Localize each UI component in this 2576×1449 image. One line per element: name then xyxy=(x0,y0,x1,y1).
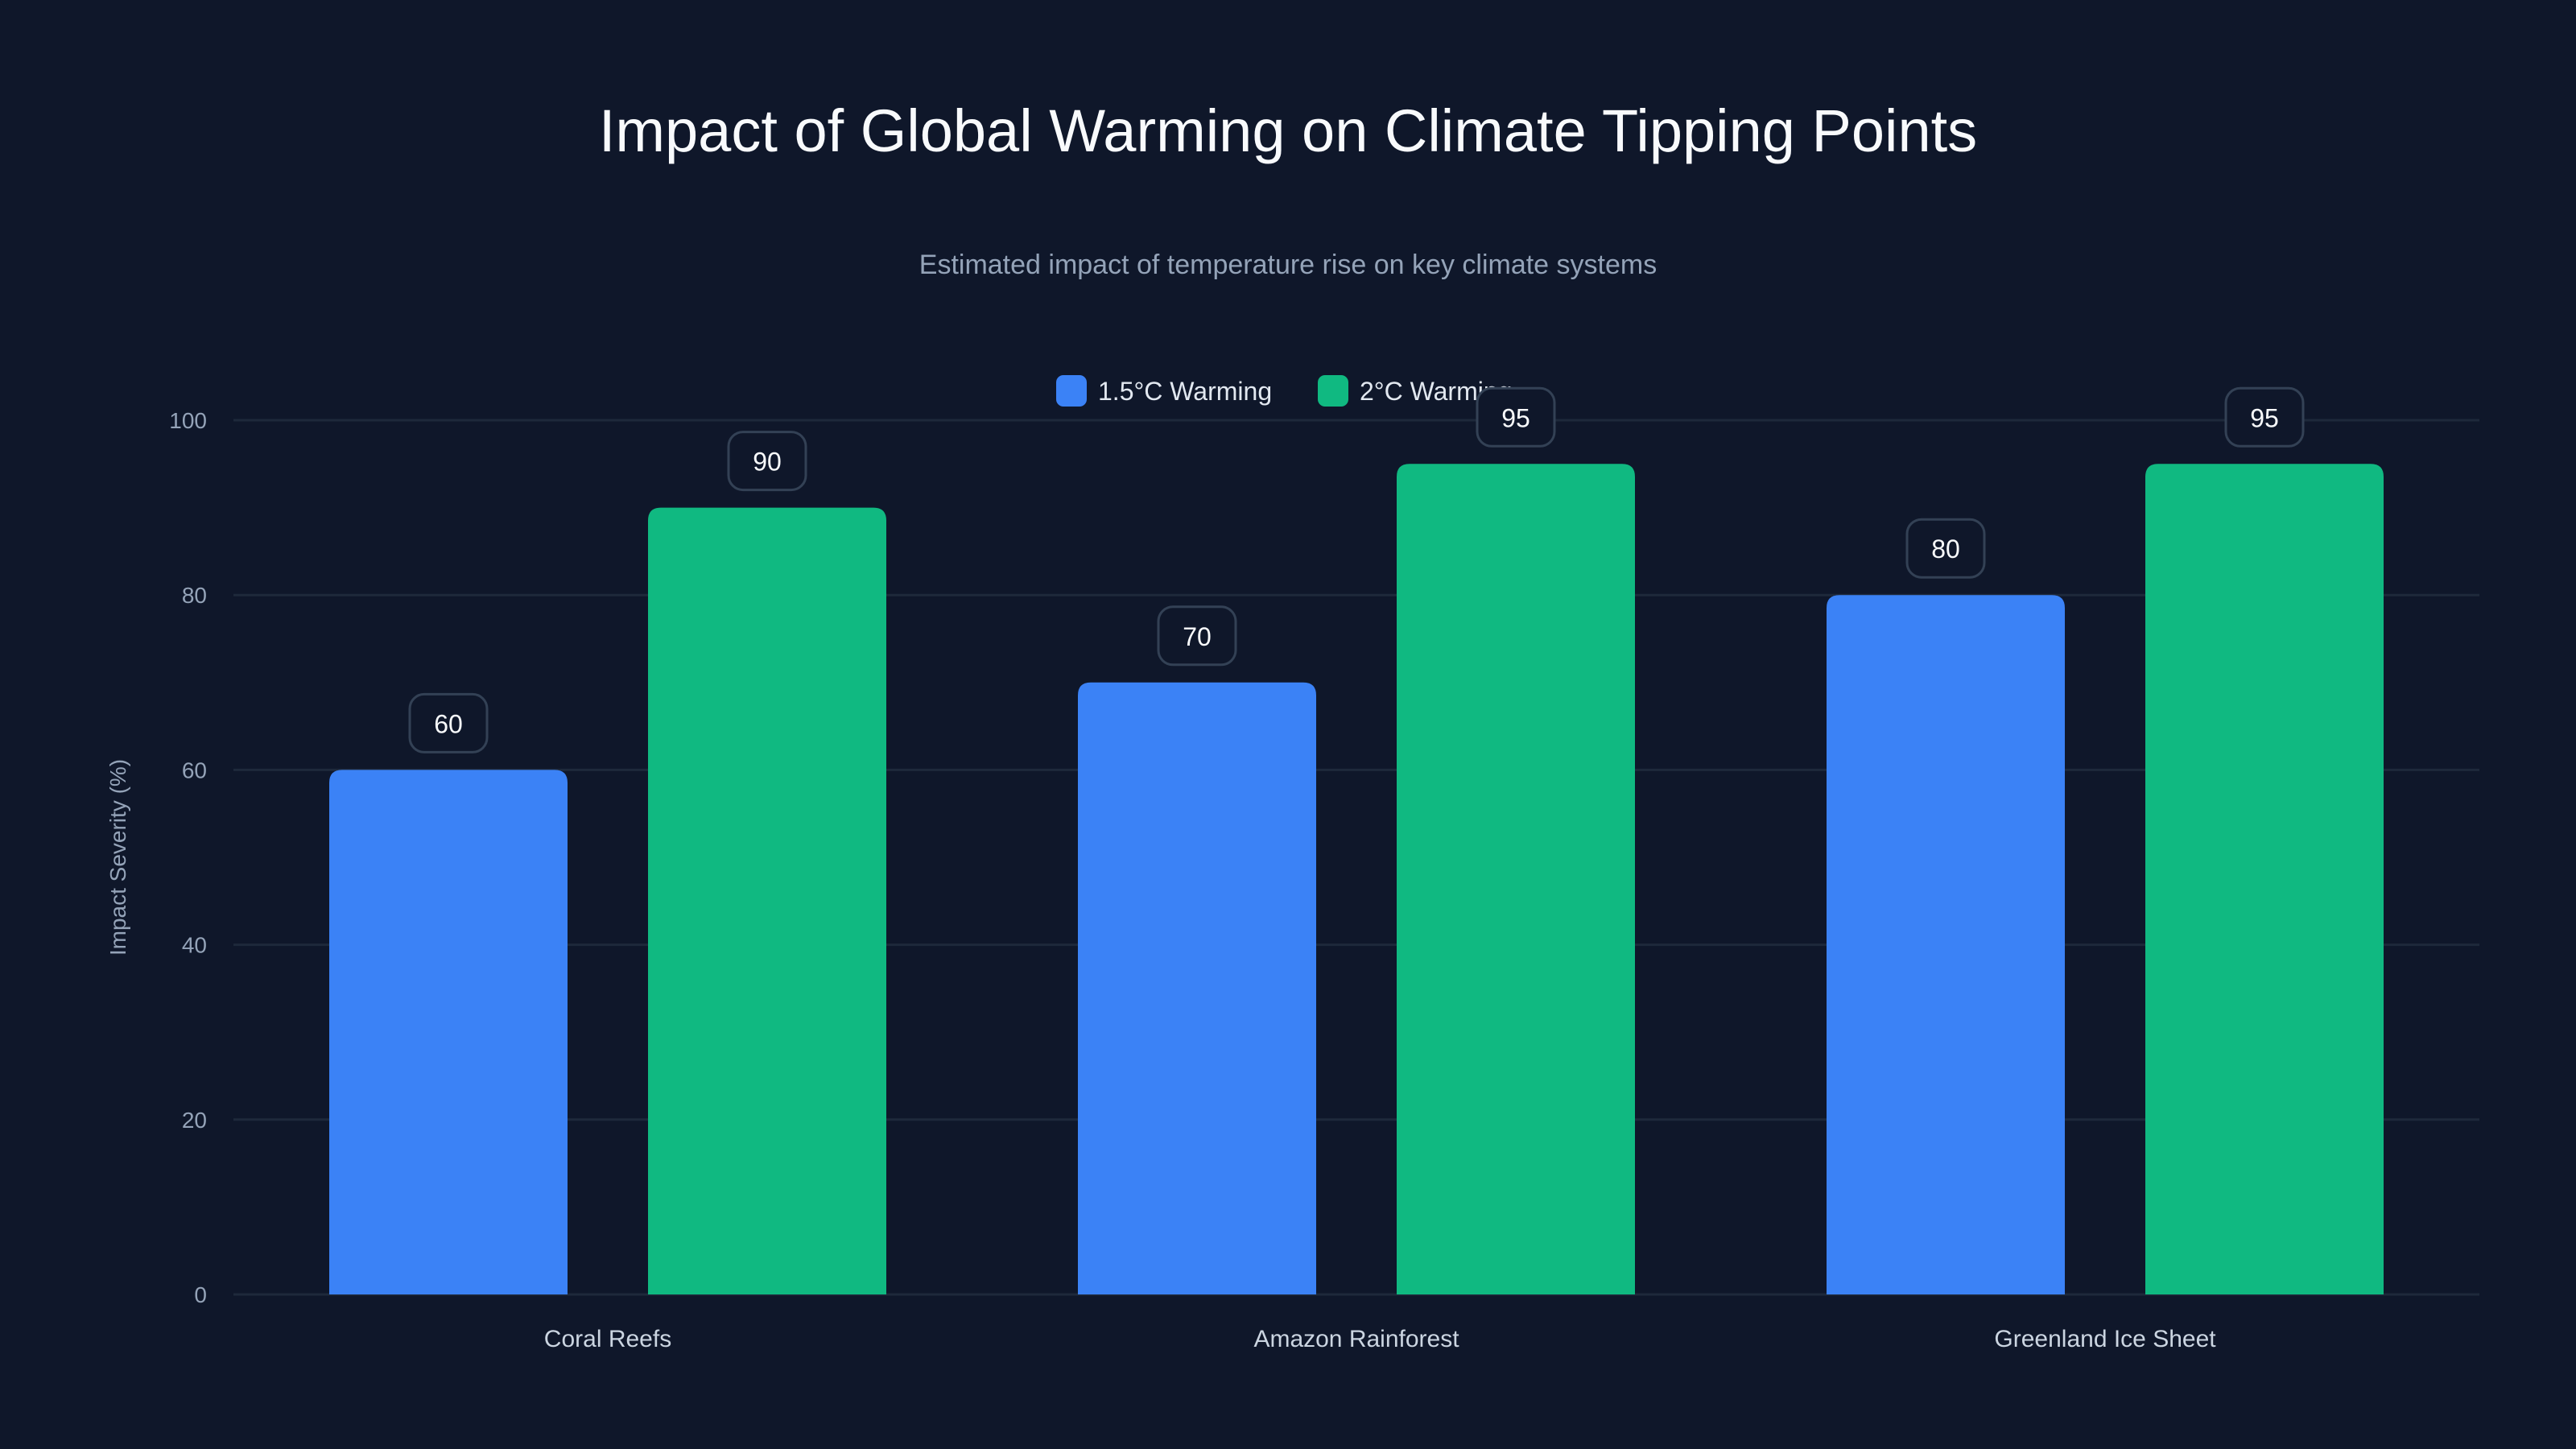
y-tick-label: 0 xyxy=(194,1282,207,1307)
data-label: 70 xyxy=(1183,622,1212,651)
x-axis-labels: Coral Reefs Amazon Rainforest Greenland Ic… xyxy=(544,1326,2216,1352)
x-tick-label: Greenland Ice Sheet xyxy=(1994,1326,2216,1352)
data-label-box xyxy=(2224,386,2305,448)
data-label: 95 xyxy=(1501,403,1530,432)
y-tick-label: 20 xyxy=(182,1108,207,1133)
data-label: 60 xyxy=(434,709,463,738)
legend-swatch xyxy=(1056,375,1087,407)
bars: 60 90 70 95 80 95 xyxy=(329,386,2384,1294)
x-tick-label: Coral Reefs xyxy=(544,1326,671,1352)
bar[interactable] xyxy=(1397,464,1635,1294)
bar[interactable] xyxy=(2145,464,2384,1294)
data-label: 80 xyxy=(1931,535,1960,564)
bar[interactable] xyxy=(1827,595,2065,1294)
legend-label[interactable]: 1.5°C Warming xyxy=(1098,377,1272,406)
data-label: 90 xyxy=(753,448,782,477)
data-label-box xyxy=(1157,605,1237,667)
chart-title: Impact of Global Warming on Climate Tipp… xyxy=(599,97,1977,164)
bar[interactable] xyxy=(648,507,886,1294)
data-label-box xyxy=(727,431,807,492)
chart-subtitle: Estimated impact of temperature rise on … xyxy=(919,250,1657,280)
y-tick-label: 80 xyxy=(182,583,207,608)
data-label-box xyxy=(1905,518,1986,579)
data-label-box xyxy=(408,692,489,753)
y-tick-label: 100 xyxy=(169,408,207,433)
bar[interactable] xyxy=(329,770,568,1294)
bar[interactable] xyxy=(1078,682,1316,1294)
data-label: 95 xyxy=(2250,403,2279,432)
x-tick-label: Amazon Rainforest xyxy=(1253,1326,1459,1352)
legend-swatch xyxy=(1318,375,1348,407)
data-label-box xyxy=(1476,386,1556,448)
y-axis-label: Impact Severity (%) xyxy=(105,759,130,956)
gridlines: 0 20 40 60 80 100 xyxy=(169,408,2479,1307)
y-tick-label: 40 xyxy=(182,933,207,958)
y-tick-label: 60 xyxy=(182,758,207,782)
